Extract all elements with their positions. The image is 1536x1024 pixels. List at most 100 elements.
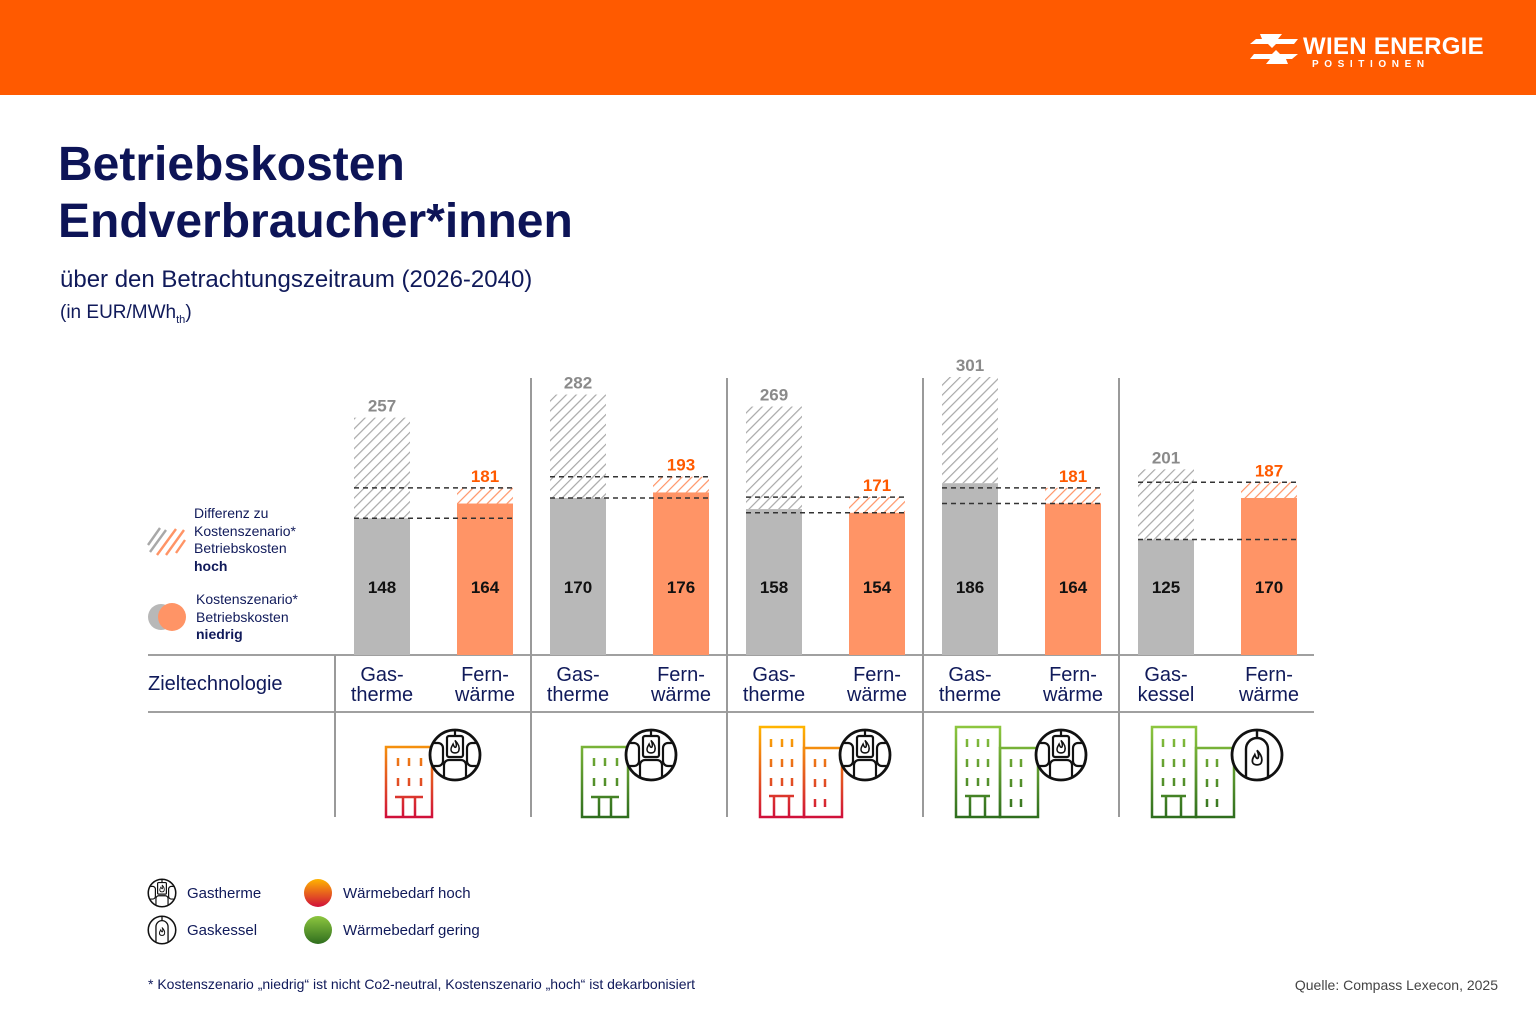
bar-fern-niedrig xyxy=(653,492,709,655)
chart-plot-area: Zieltechnologie 257 148 Gas-therme 181 164 Fer… xyxy=(148,356,1314,817)
bar-fern-niedrig xyxy=(849,512,905,655)
legend-hoch-line-1: Differenz zu xyxy=(194,505,269,521)
boiler-panel xyxy=(855,734,875,759)
value-label-niedrig: 170 xyxy=(1255,578,1283,597)
tech-label-line-2: therme xyxy=(743,684,805,706)
legend-hoch-line-3: Betriebskosten xyxy=(194,540,287,556)
value-label-niedrig: 154 xyxy=(863,578,892,597)
legend-gaskessel-label: Gaskessel xyxy=(187,922,258,939)
bar-gas-diff-hoch xyxy=(354,417,410,519)
tech-label-line-1: Gas- xyxy=(948,664,991,686)
bar-gas-diff-hoch xyxy=(942,377,998,484)
flame-icon xyxy=(158,927,166,936)
bar-fern-diff-hoch xyxy=(457,487,513,504)
bar-fern-diff-hoch xyxy=(653,476,709,493)
tech-label-line-2: kessel xyxy=(1138,684,1195,706)
legend-heat-high-label: Wärmebedarf hoch xyxy=(343,885,471,902)
tech-label-line-1: Fern- xyxy=(461,664,509,686)
bar-fern-diff-hoch xyxy=(849,497,905,513)
unit-label: (in EUR/MWhth) xyxy=(60,302,192,326)
bar-group: 269 158 Gas-therme 171 154 Fern-wärme xyxy=(726,378,907,817)
brand-subtitle: POSITIONEN xyxy=(1312,59,1430,70)
bar-gas-diff-hoch xyxy=(550,394,606,498)
boiler-panel xyxy=(445,734,465,759)
buildings-icon xyxy=(1150,725,1236,819)
tech-label-line-1: Gas- xyxy=(556,664,599,686)
value-label-hoch: 181 xyxy=(1059,467,1087,486)
tech-label-line-1: Fern- xyxy=(1049,664,1097,686)
gaskessel-icon xyxy=(1230,728,1284,782)
tech-label-line-1: Gas- xyxy=(1144,664,1187,686)
bar-group: 301 186 Gas-therme 181 164 Fern-wärme xyxy=(922,356,1103,817)
gastherme-icon xyxy=(147,878,177,908)
tech-label-line-2: therme xyxy=(939,684,1001,706)
unit-prefix: (in EUR/MWh xyxy=(60,302,177,323)
boiler-base xyxy=(638,758,664,779)
tech-label-line-2: wärme xyxy=(846,684,907,706)
technology-icons xyxy=(384,725,1284,819)
gastherme-icon xyxy=(1034,728,1088,782)
legend-hoch: Differenz zu Kostenszenario* Betriebskos… xyxy=(194,505,296,575)
bar-group: 257 148 Gas-therme 181 164 Fern-wärme xyxy=(351,397,515,706)
legend-swatch-circles xyxy=(148,603,186,631)
boiler-panel xyxy=(1051,734,1071,759)
legend-swatch-hatch xyxy=(147,527,186,556)
bar-gas-niedrig xyxy=(942,483,998,655)
bar-gas-niedrig xyxy=(550,497,606,655)
tech-label-line-2: wärme xyxy=(1238,684,1299,706)
gastherme-icon xyxy=(838,728,892,782)
value-label-hoch: 201 xyxy=(1152,448,1180,467)
tech-label-line-2: wärme xyxy=(650,684,711,706)
icon-circle xyxy=(428,728,482,782)
icon-circle xyxy=(147,878,177,908)
source-note: Quelle: Compass Lexecon, 2025 xyxy=(1294,977,1498,993)
tech-label-line-2: wärme xyxy=(1042,684,1103,706)
brand-name: WIEN ENERGIE xyxy=(1303,33,1484,60)
building-icon xyxy=(384,745,434,819)
legend-niedrig: Kostenszenario* Betriebskosten niedrig xyxy=(196,591,298,644)
boiler-base xyxy=(852,758,878,779)
flame-icon xyxy=(1056,739,1066,754)
bar-gas-diff-hoch xyxy=(746,406,802,510)
header-bar: WIEN ENERGIE POSITIONEN xyxy=(0,0,1536,95)
building-icon xyxy=(580,745,630,819)
title-line-2: Endverbraucher*innen xyxy=(58,195,573,248)
boiler-base xyxy=(442,758,468,779)
bar-gas-niedrig xyxy=(1138,539,1194,655)
gastherme-icon xyxy=(428,728,482,782)
bar-gas-niedrig xyxy=(746,509,802,655)
value-label-hoch: 187 xyxy=(1255,461,1283,480)
tech-label-line-1: Gas- xyxy=(360,664,403,686)
boiler-body xyxy=(155,919,169,944)
value-label-hoch: 171 xyxy=(863,476,891,495)
legend-niedrig-line-2: Betriebskosten xyxy=(196,608,289,625)
icon-circle xyxy=(1034,728,1088,782)
bar-gas-diff-hoch xyxy=(1138,469,1194,540)
value-label-niedrig: 148 xyxy=(368,578,396,597)
value-label-niedrig: 164 xyxy=(1059,578,1088,597)
buildings-icon xyxy=(954,725,1040,819)
icon-circle xyxy=(624,728,678,782)
heat-low-swatch xyxy=(304,916,332,944)
icon-circle xyxy=(1230,728,1284,782)
boiler-panel xyxy=(641,734,661,759)
value-label-hoch: 181 xyxy=(471,467,499,486)
flame-icon xyxy=(646,739,656,754)
bottom-legend-icons xyxy=(147,878,177,945)
gastherme-icon xyxy=(624,728,678,782)
value-label-niedrig: 158 xyxy=(760,578,788,597)
buildings-icon xyxy=(758,725,844,819)
boiler-base xyxy=(155,895,169,907)
flame-icon xyxy=(450,739,460,754)
tech-label-line-1: Fern- xyxy=(657,664,705,686)
icon-circle xyxy=(838,728,892,782)
flame-icon xyxy=(860,739,870,754)
brand-logo: WIEN ENERGIE POSITIONEN xyxy=(1248,30,1488,75)
building-short-outline xyxy=(1194,746,1236,819)
tech-label-line-1: Fern- xyxy=(853,664,901,686)
title-line-1: Betriebskosten xyxy=(58,138,405,191)
heat-high-swatch xyxy=(304,879,332,907)
value-label-hoch: 257 xyxy=(368,397,396,416)
value-label-niedrig: 170 xyxy=(564,578,592,597)
